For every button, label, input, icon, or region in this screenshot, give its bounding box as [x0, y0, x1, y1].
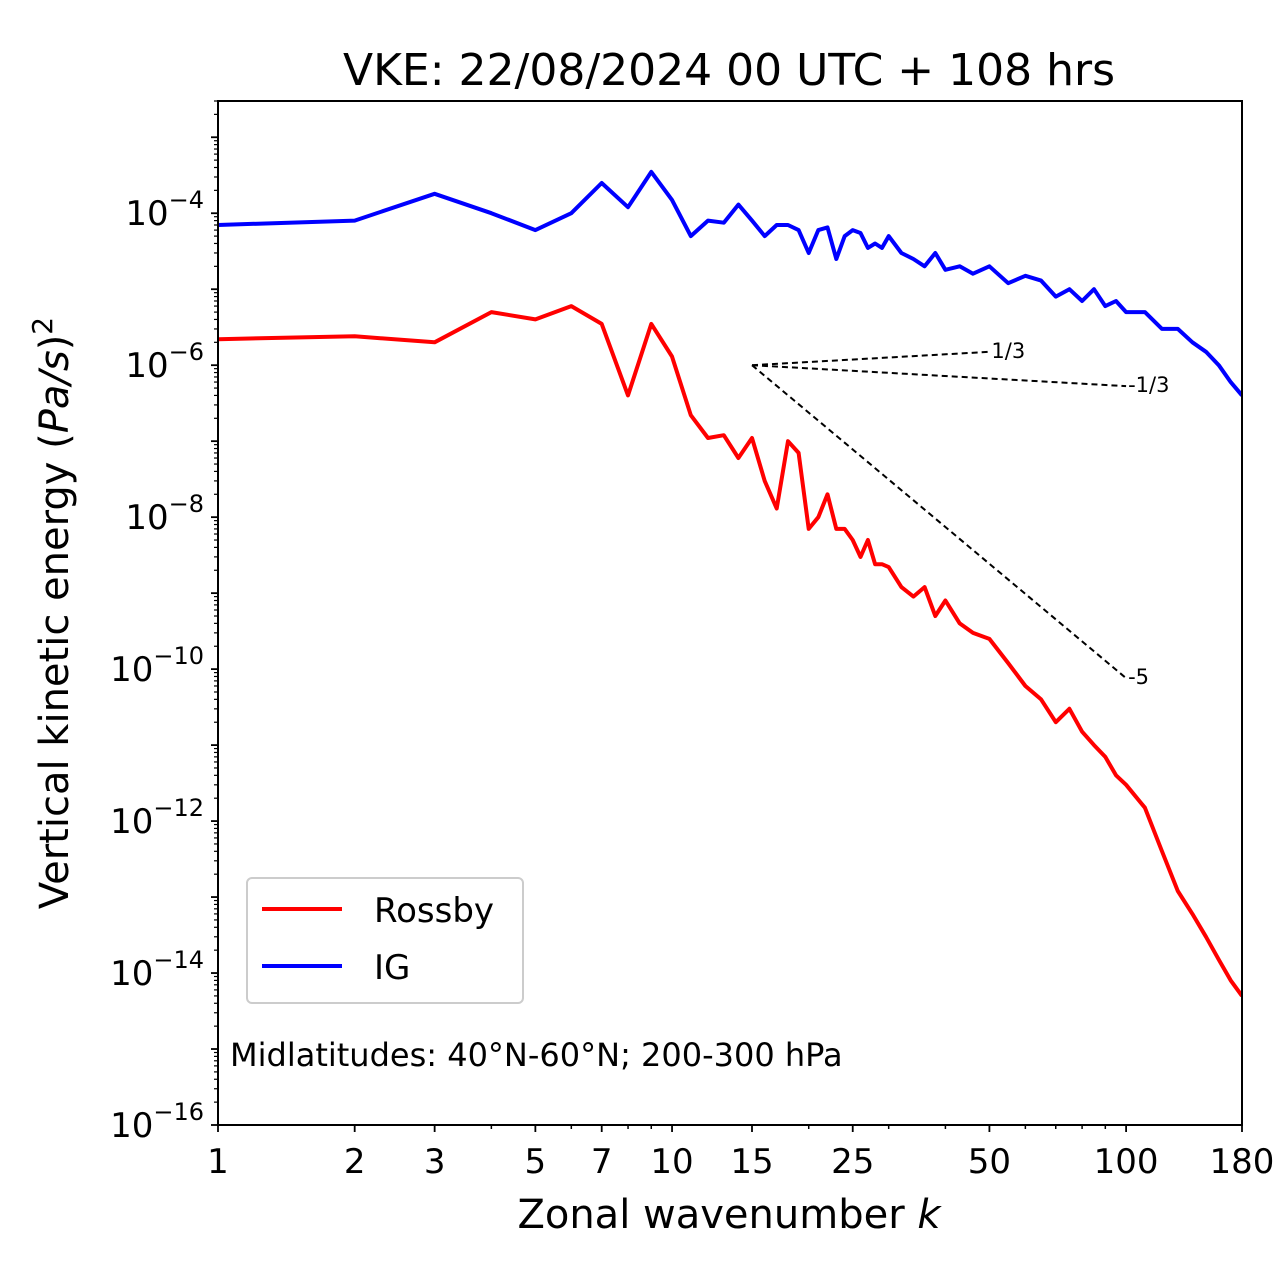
legend-label-ig: IG [374, 948, 410, 988]
reference-line [751, 350, 990, 367]
y-tick-label: 10−6 [125, 338, 204, 386]
x-tick-label: 15 [730, 1142, 773, 1182]
plot-frame [217, 100, 1243, 1126]
y-axis-ticks: 10−16 10−14 10−12 10−10 10−8 10−6 10−4 [110, 100, 218, 1146]
y-tick-label: 10−14 [110, 946, 204, 994]
series-line-rossby [218, 304, 1242, 998]
x-tick-label: 25 [831, 1142, 874, 1182]
y-tick-label: 10−4 [125, 186, 204, 234]
region-annotation: Midlatitudes: 40°N-60°N; 200-300 hPa [230, 1036, 843, 1074]
x-tick-label: 2 [344, 1142, 366, 1182]
x-tick-label: 10 [650, 1142, 693, 1182]
reference-line [751, 364, 1127, 679]
reference-lines: 1/3 -1/3 -5 [751, 339, 1169, 689]
x-axis-ticks: 1 2 3 5 7 10 15 25 50 100 180 [207, 1125, 1274, 1182]
chart-title: VKE: 22/08/2024 00 UTC + 108 hrs [343, 45, 1115, 96]
series-line-ig [218, 169, 1242, 397]
reference-line-label: -5 [1128, 665, 1149, 689]
y-tick-label: 10−10 [110, 642, 204, 690]
x-tick-label: 100 [1094, 1142, 1159, 1182]
y-tick-label: 10−16 [110, 1098, 204, 1146]
reference-line-label: 1/3 [991, 339, 1025, 363]
x-tick-label: 7 [591, 1142, 613, 1182]
x-tick-label: 5 [525, 1142, 547, 1182]
x-tick-label: 3 [424, 1142, 446, 1182]
x-axis-label: Zonal wavenumber k [517, 1192, 942, 1238]
x-tick-label: 50 [968, 1142, 1011, 1182]
reference-line-label: -1/3 [1128, 373, 1169, 397]
legend-label-rossby: Rossby [374, 891, 494, 931]
reference-line [751, 364, 1127, 388]
y-tick-label: 10−12 [110, 794, 204, 842]
x-tick-label: 180 [1210, 1142, 1275, 1182]
series-layer [218, 169, 1242, 998]
legend: Rossby IG [246, 877, 524, 1004]
x-tick-label: 1 [207, 1142, 229, 1182]
y-tick-label: 10−8 [125, 490, 204, 538]
y-axis-label: Vertical kinetic energy (Pa/s)2 [26, 317, 78, 909]
